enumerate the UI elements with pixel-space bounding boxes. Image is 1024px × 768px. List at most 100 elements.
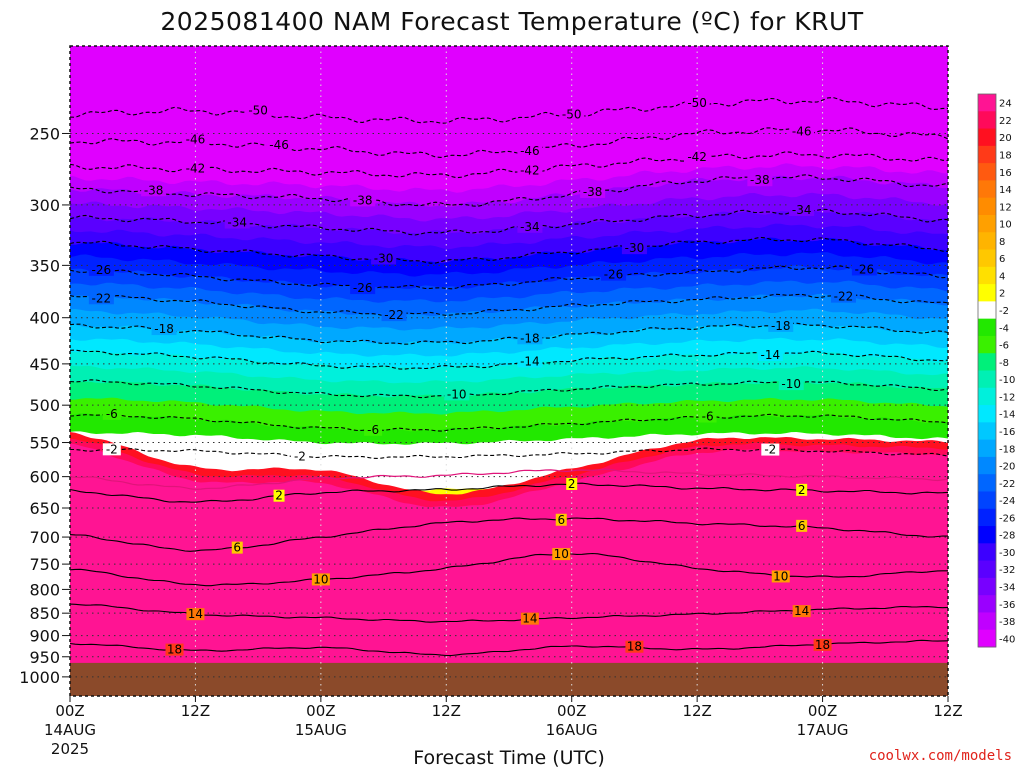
freezing-level-line	[70, 468, 948, 490]
isotherm-label-bg	[851, 263, 877, 276]
isotherm-label-bg	[580, 185, 606, 198]
isotherm-label: -30	[374, 251, 394, 265]
isotherm-label: -26	[92, 263, 112, 277]
isotherm-label-bg	[789, 203, 815, 216]
y-tick-label: 350	[29, 256, 60, 275]
isotherm-label: -22	[92, 291, 112, 305]
isotherm-label-bg	[350, 282, 376, 295]
y-tick-label: 450	[29, 355, 60, 374]
colorbar-label: 6	[999, 254, 1005, 265]
isotherm-label: -38	[353, 193, 373, 207]
colorbar-swatch	[978, 301, 996, 320]
isotherm-label: -6	[367, 423, 379, 437]
colorbar-label: 16	[999, 168, 1012, 179]
isotherm-label-bg	[517, 145, 543, 158]
isotherm-label-bg	[768, 319, 794, 332]
colorbar-swatch	[978, 318, 996, 337]
isotherm-label: -34	[520, 220, 540, 234]
isotherm-label: 18	[815, 638, 830, 652]
isotherm-label: -50	[562, 108, 582, 122]
credit-text: coolwx.com/models	[869, 748, 1012, 764]
isotherm-label: -34	[792, 203, 812, 217]
colorbar: 24 22 20 18 16 14 12 10 8 6 4 2 -2 -4 -6 -8 -10 -12 -14 -16…	[977, 93, 1015, 648]
isotherm-label: -14	[761, 348, 781, 362]
colorbar-swatch	[978, 163, 996, 181]
isotherm-line	[70, 151, 948, 179]
isotherm-label: 2	[275, 489, 283, 503]
colorbar-label: -34	[999, 583, 1015, 594]
colorbar-swatch	[978, 335, 996, 354]
chart-title: 2025081400 NAM Forecast Temperature (ºC)…	[160, 7, 863, 36]
x-tick-label-top: 00Z	[306, 702, 335, 720]
x-tick-label-top: 12Z	[933, 702, 962, 720]
plot-area: -50 -50 -50 -46 -46 -46 -46 -42 -42 -42 -38 -38 -38 -…	[70, 46, 948, 696]
isotherm-label: -6	[106, 407, 118, 421]
isotherm-label: -26	[855, 262, 875, 276]
colorbar-swatch	[978, 94, 996, 112]
colorbar-label: -6	[999, 341, 1009, 352]
isotherm-label-bg	[792, 605, 811, 618]
colorbar-swatch	[978, 526, 996, 544]
colorbar-swatch	[978, 387, 996, 406]
isotherm-label-bg	[151, 323, 177, 336]
fill-band	[70, 443, 948, 696]
colorbar-swatch	[978, 128, 996, 147]
isotherm-label-bg	[830, 290, 856, 303]
isotherm-label-bg	[444, 388, 470, 401]
isotherm-label: -22	[384, 308, 404, 322]
isotherm-label-bg	[88, 292, 114, 305]
terrain-layer	[70, 662, 948, 696]
colorbar-swatch	[978, 439, 996, 458]
isotherm-label: -46	[520, 144, 540, 158]
isotherm-label-bg	[371, 252, 397, 265]
y-tick-label: 900	[29, 627, 60, 646]
isotherm-label-bg	[684, 97, 710, 110]
isotherm-label: 14	[188, 607, 203, 621]
colorbar-label: -18	[999, 444, 1015, 455]
isotherm-label-bg	[559, 108, 585, 121]
y-tick-label: 250	[29, 124, 60, 143]
colorbar-swatch	[978, 266, 996, 285]
isotherm-label-bg	[381, 309, 407, 322]
isotherm-label-bg	[684, 151, 710, 164]
isotherm-label-bg	[231, 541, 243, 554]
colorbar-label: -26	[999, 513, 1015, 524]
isotherm-label: 14	[522, 612, 537, 626]
terrain-below-ground	[70, 662, 948, 696]
isotherm-label-layer: -50 -50 -50 -46 -46 -46 -46 -42 -42 -42 -38 -38 -38 -…	[88, 96, 877, 657]
x-axis-label: Forecast Time (UTC)	[413, 747, 604, 768]
isotherm-label: -10	[447, 387, 467, 401]
isotherm-label: -18	[771, 319, 791, 333]
y-tick-label: 750	[29, 555, 60, 574]
x-tick-label-top: 12Z	[682, 702, 711, 720]
y-tick-label: 950	[29, 648, 60, 667]
colorbar-label: -14	[999, 410, 1015, 421]
isotherm-label: -6	[702, 410, 714, 424]
isotherm-label: -34	[227, 216, 247, 230]
isotherm-label-bg	[761, 443, 780, 456]
colorbar-swatch	[978, 197, 996, 216]
isotherm-label-bg	[364, 423, 383, 436]
colorbar-label: 8	[999, 237, 1005, 248]
isotherm-label: 10	[313, 572, 328, 586]
colorbar-label: 20	[999, 133, 1012, 144]
isotherm-label: 10	[773, 569, 788, 583]
isotherm-label-bg	[245, 104, 271, 117]
colorbar-swatch	[978, 474, 996, 492]
colorbar-label: 2	[999, 289, 1005, 300]
x-tick-label-top: 12Z	[181, 702, 210, 720]
isotherm-label-bg	[517, 220, 543, 233]
isotherm-label-bg	[601, 268, 627, 281]
y-tick-label: 550	[29, 434, 60, 453]
isotherm-label: -46	[186, 133, 206, 147]
isotherm-label-bg	[771, 570, 790, 583]
colorbar-swatch	[978, 370, 996, 389]
isotherm-label-bg	[311, 573, 330, 586]
colorbar-label: 4	[999, 271, 1005, 282]
isotherm-label: -50	[248, 104, 268, 118]
isotherm-label: 18	[167, 643, 182, 657]
isotherm-label: 2	[798, 483, 806, 497]
isotherm-label-bg	[102, 443, 121, 456]
isotherm-label: -42	[520, 163, 540, 177]
isotherm-label-bg	[182, 162, 208, 175]
